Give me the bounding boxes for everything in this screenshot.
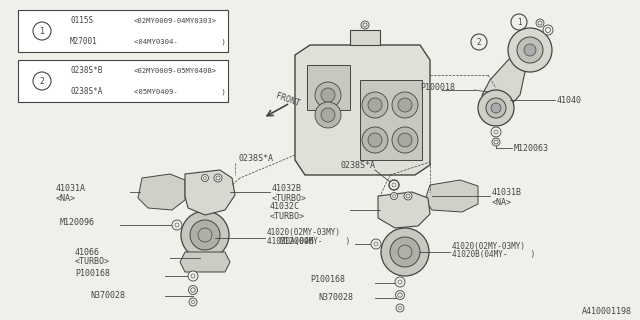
Circle shape: [395, 277, 405, 287]
Polygon shape: [307, 65, 350, 110]
Text: P100168: P100168: [310, 276, 345, 284]
Polygon shape: [378, 192, 430, 228]
Text: 41020B(04MY-     ): 41020B(04MY- ): [452, 251, 535, 260]
Text: 0238S*A: 0238S*A: [70, 87, 102, 96]
Circle shape: [398, 98, 412, 112]
Circle shape: [508, 28, 552, 72]
Text: M120096: M120096: [280, 236, 315, 245]
Circle shape: [321, 88, 335, 102]
Circle shape: [381, 228, 429, 276]
Circle shape: [492, 138, 500, 146]
Circle shape: [189, 285, 198, 294]
Circle shape: [486, 98, 506, 118]
Text: <TURBO>: <TURBO>: [272, 194, 307, 203]
Text: <TURBO>: <TURBO>: [270, 212, 305, 220]
Circle shape: [315, 102, 341, 128]
Circle shape: [398, 133, 412, 147]
Text: <NA>: <NA>: [56, 194, 76, 203]
Text: 41066: 41066: [75, 247, 100, 257]
Circle shape: [543, 25, 553, 35]
Circle shape: [361, 21, 369, 29]
Text: 0238S*A: 0238S*A: [238, 154, 273, 163]
Text: A410001198: A410001198: [582, 308, 632, 316]
Text: M27001: M27001: [70, 37, 98, 46]
Circle shape: [392, 92, 418, 118]
Circle shape: [396, 304, 404, 312]
Text: 41032C: 41032C: [270, 202, 300, 211]
Text: 41040: 41040: [557, 95, 582, 105]
Circle shape: [536, 19, 544, 27]
Text: 41020(02MY-03MY): 41020(02MY-03MY): [267, 228, 341, 236]
Text: 41031A: 41031A: [56, 183, 86, 193]
Text: <04MY0304-          ): <04MY0304- ): [134, 38, 226, 45]
Text: N370028: N370028: [318, 293, 353, 302]
Text: <NA>: <NA>: [492, 197, 512, 206]
Polygon shape: [360, 80, 422, 160]
Polygon shape: [350, 30, 380, 45]
Circle shape: [362, 127, 388, 153]
Text: 41020A(04MY-     ): 41020A(04MY- ): [267, 236, 350, 245]
Circle shape: [371, 239, 381, 249]
Circle shape: [368, 98, 382, 112]
Circle shape: [491, 127, 501, 137]
Circle shape: [404, 192, 412, 200]
Text: 41020(02MY-03MY): 41020(02MY-03MY): [452, 242, 526, 251]
Text: P100168: P100168: [75, 269, 110, 278]
Circle shape: [368, 133, 382, 147]
Polygon shape: [180, 252, 230, 272]
Circle shape: [389, 180, 399, 190]
Text: <02MY0009-04MY0303>: <02MY0009-04MY0303>: [134, 18, 217, 23]
Text: P100018: P100018: [420, 83, 455, 92]
Text: N370028: N370028: [90, 292, 125, 300]
Polygon shape: [295, 45, 430, 175]
Text: 2: 2: [40, 76, 45, 85]
Circle shape: [172, 220, 182, 230]
Circle shape: [188, 271, 198, 281]
Circle shape: [321, 108, 335, 122]
Text: <05MY0409-          ): <05MY0409- ): [134, 88, 226, 95]
Text: <02MY0009-05MY0408>: <02MY0009-05MY0408>: [134, 68, 217, 74]
Circle shape: [362, 92, 388, 118]
Text: FRONT: FRONT: [275, 92, 301, 108]
Circle shape: [517, 37, 543, 63]
Circle shape: [202, 174, 209, 181]
Text: M120096: M120096: [60, 218, 95, 227]
Text: 41032B: 41032B: [272, 183, 302, 193]
Text: M120063: M120063: [514, 143, 549, 153]
Bar: [18, 60, 228, 102]
Circle shape: [181, 211, 229, 259]
Polygon shape: [425, 180, 478, 212]
Text: 0238S*A: 0238S*A: [340, 161, 375, 170]
Circle shape: [491, 103, 501, 113]
Text: 1: 1: [516, 18, 522, 27]
Text: 0238S*B: 0238S*B: [70, 66, 102, 75]
Circle shape: [392, 127, 418, 153]
Circle shape: [189, 298, 197, 306]
Circle shape: [190, 220, 220, 250]
Circle shape: [315, 82, 341, 108]
Circle shape: [390, 237, 420, 267]
Circle shape: [390, 193, 397, 199]
Text: 41031B: 41031B: [492, 188, 522, 196]
Circle shape: [214, 174, 222, 182]
Polygon shape: [138, 174, 185, 210]
Bar: [18, 10, 228, 52]
Circle shape: [478, 90, 514, 126]
Text: 2: 2: [477, 37, 481, 46]
Polygon shape: [185, 170, 235, 215]
Text: <TURBO>: <TURBO>: [75, 258, 110, 267]
Text: 0115S: 0115S: [70, 16, 93, 25]
Text: 1: 1: [40, 27, 45, 36]
Polygon shape: [482, 58, 525, 108]
Circle shape: [396, 291, 404, 300]
Circle shape: [524, 44, 536, 56]
